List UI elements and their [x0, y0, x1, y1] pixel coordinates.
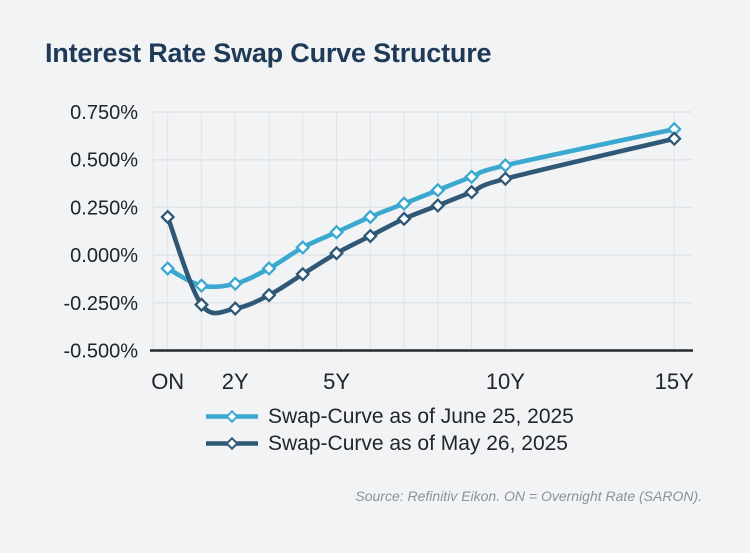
y-tick-label: 0.250%: [70, 197, 138, 219]
data-point-marker-5Y: [329, 224, 344, 240]
x-tick-label: 15Y: [655, 369, 694, 394]
x-tick-label: ON: [151, 369, 184, 394]
data-point-marker-2Y: [227, 276, 243, 292]
y-gridlines: [150, 111, 693, 352]
x-tick-label: 2Y: [222, 369, 249, 394]
legend-line-swatch: [206, 409, 258, 424]
data-point-marker-10Y: [497, 171, 513, 187]
legend-label: Swap-Curve as of May 26, 2025: [268, 431, 568, 455]
data-point-marker-1Y: [194, 297, 209, 313]
series-june-25: [160, 121, 682, 294]
y-axis-labels: 0.750% 0.500% 0.250% 0.000% -0.250% -0.500%: [64, 102, 139, 363]
series-may-26: [160, 131, 682, 316]
data-point-marker-3Y: [261, 287, 277, 303]
legend-line-swatch: [206, 436, 258, 451]
y-tick-label: 0.000%: [70, 245, 138, 267]
data-point-marker-15Y: [666, 131, 682, 147]
data-point-marker-4Y: [295, 240, 311, 255]
legend: Swap-Curve as of June 25, 2025 Swap-Curve…: [205, 403, 574, 457]
data-point-marker-4Y: [295, 266, 311, 282]
legend-item: Swap-Curve as of May 26, 2025: [205, 430, 574, 457]
data-point-marker-8Y: [430, 198, 446, 213]
data-point-marker-ON: [160, 261, 176, 276]
data-point-marker-7Y: [396, 196, 412, 212]
data-point-marker-8Y: [430, 182, 446, 198]
data-point-marker-5Y: [329, 245, 344, 261]
x-gridlines: [152, 112, 675, 351]
data-point-marker-2Y: [227, 301, 243, 316]
data-point-marker-6Y: [362, 228, 378, 244]
legend-diamond-icon: [225, 436, 239, 451]
y-tick-label: -0.250%: [64, 293, 139, 315]
legend-diamond-icon: [225, 409, 239, 424]
series-line: [165, 136, 677, 316]
legend-label: Swap-Curve as of June 25, 2025: [268, 404, 574, 428]
data-point-marker-9Y: [464, 169, 480, 185]
x-tick-label: 10Y: [486, 369, 525, 394]
data-point-marker-3Y: [261, 261, 277, 276]
data-point-marker-1Y: [194, 278, 209, 294]
y-tick-label: 0.500%: [70, 150, 138, 172]
y-tick-label: 0.750%: [70, 102, 138, 124]
data-point-marker-6Y: [362, 209, 378, 225]
data-point-marker-7Y: [396, 211, 412, 227]
data-point-marker-9Y: [464, 184, 480, 200]
x-tick-label: 5Y: [323, 369, 350, 394]
data-point-marker-ON: [160, 209, 176, 225]
chart-title: Interest Rate Swap Curve Structure: [45, 38, 492, 68]
data-point-marker-10Y: [497, 157, 513, 173]
legend-item: Swap-Curve as of June 25, 2025: [205, 403, 574, 430]
y-tick-label: -0.500%: [64, 341, 139, 363]
source-note: Source: Refinitiv Eikon. ON = Overnight …: [355, 488, 702, 504]
x-axis-labels: ON 2Y 5Y 10Y 15Y: [151, 369, 694, 394]
